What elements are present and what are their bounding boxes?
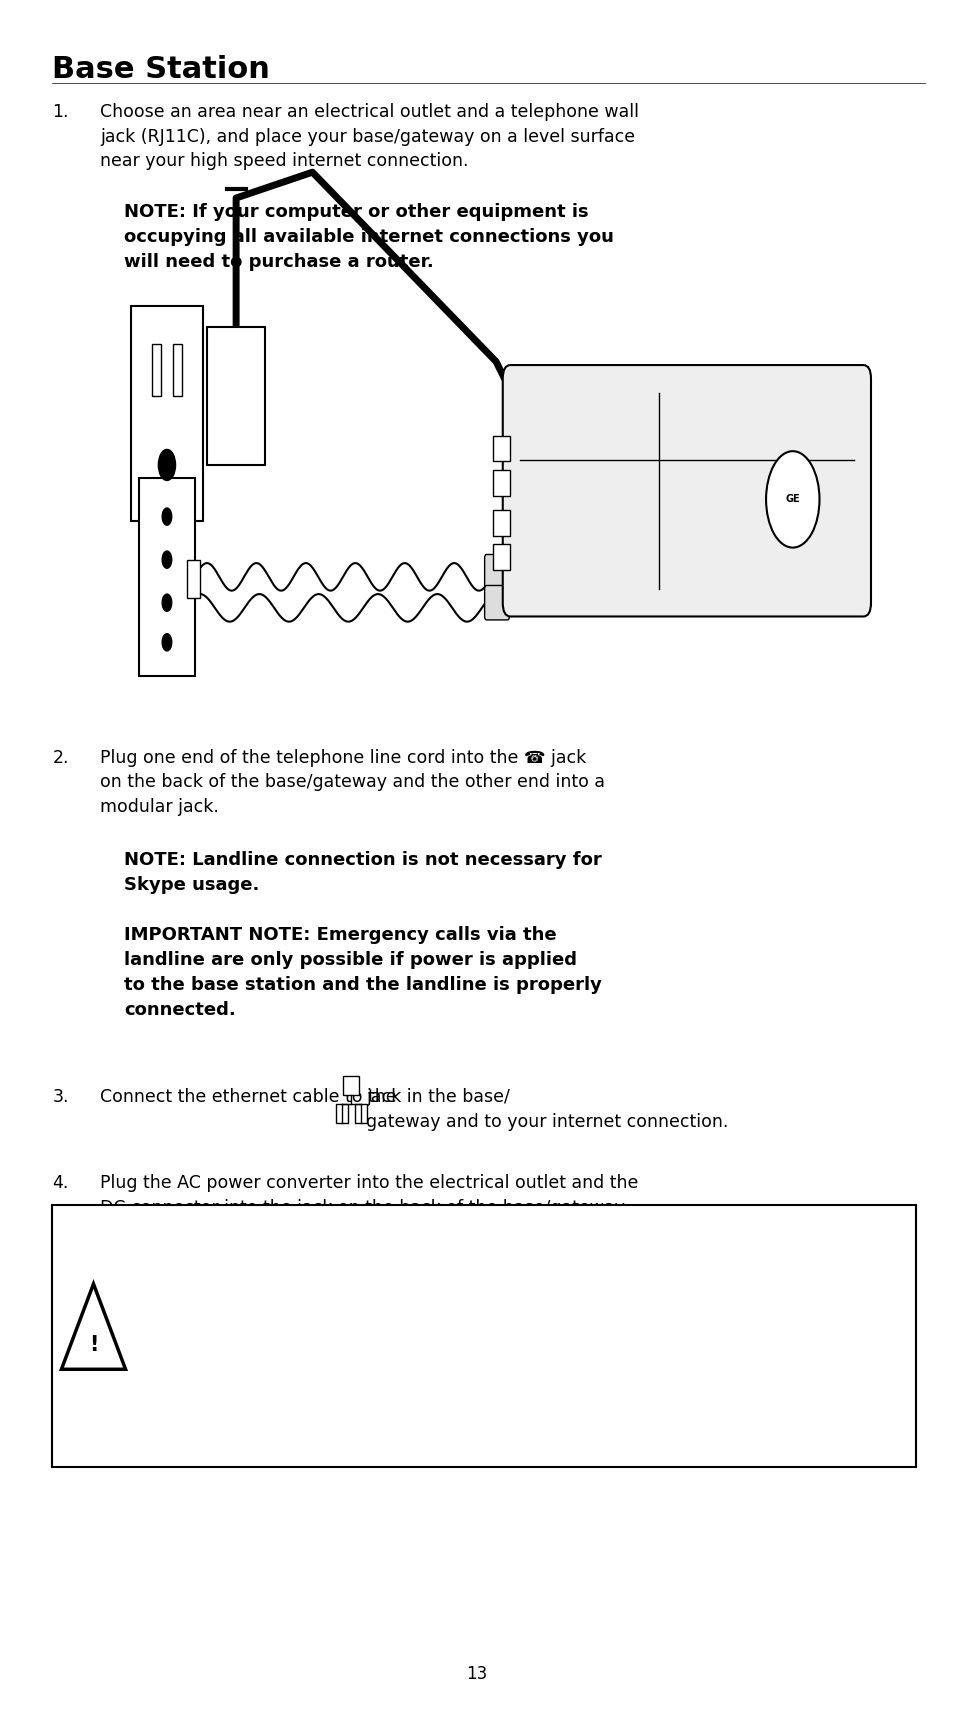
FancyBboxPatch shape [131, 307, 202, 520]
Text: CAUTION: Use only the SALOM Model SSW-
1328US power adaptor that came with this
: CAUTION: Use only the SALOM Model SSW- 1… [148, 1223, 618, 1362]
FancyBboxPatch shape [187, 560, 200, 598]
Text: GE: GE [784, 494, 800, 505]
Circle shape [162, 594, 172, 611]
Text: 1.: 1. [52, 103, 69, 121]
FancyBboxPatch shape [493, 436, 510, 461]
Circle shape [158, 449, 175, 480]
Text: NOTE: If your computer or other equipment is
occupying all available internet co: NOTE: If your computer or other equipmen… [124, 203, 613, 270]
Text: IMPORTANT NOTE: Emergency calls via the
landline are only possible if power is a: IMPORTANT NOTE: Emergency calls via the … [124, 926, 601, 1019]
Text: Connect the ethernet cable to the: Connect the ethernet cable to the [100, 1088, 396, 1106]
Text: 2.: 2. [52, 749, 69, 766]
Text: Choose an area near an electrical outlet and a telephone wall
jack (RJ11C), and : Choose an area near an electrical outlet… [100, 103, 639, 170]
FancyBboxPatch shape [139, 477, 194, 675]
FancyBboxPatch shape [152, 344, 161, 396]
FancyBboxPatch shape [493, 470, 510, 496]
FancyBboxPatch shape [52, 1205, 915, 1467]
FancyBboxPatch shape [484, 554, 509, 589]
Text: Base Station: Base Station [52, 55, 270, 84]
Text: !: ! [89, 1335, 98, 1355]
Text: Plug one end of the telephone line cord into the ☎ jack
on the back of the base/: Plug one end of the telephone line cord … [100, 749, 604, 816]
FancyBboxPatch shape [484, 585, 509, 620]
Circle shape [162, 551, 172, 568]
FancyBboxPatch shape [493, 544, 510, 570]
Text: Plug the AC power converter into the electrical outlet and the
DC connector into: Plug the AC power converter into the ele… [100, 1174, 638, 1217]
Circle shape [162, 508, 172, 525]
Circle shape [765, 451, 819, 548]
FancyBboxPatch shape [335, 1104, 348, 1123]
FancyBboxPatch shape [355, 1104, 367, 1123]
FancyBboxPatch shape [343, 1076, 358, 1095]
Text: 4.: 4. [52, 1174, 69, 1192]
Text: jack in the base/
gateway and to your internet connection.: jack in the base/ gateway and to your in… [366, 1088, 728, 1131]
Polygon shape [61, 1285, 126, 1369]
FancyBboxPatch shape [502, 365, 870, 616]
FancyBboxPatch shape [208, 327, 264, 465]
Text: NOTE: Landline connection is not necessary for
Skype usage.: NOTE: Landline connection is not necessa… [124, 851, 601, 894]
FancyBboxPatch shape [493, 510, 510, 536]
Circle shape [162, 634, 172, 651]
Text: 13: 13 [466, 1665, 487, 1682]
FancyBboxPatch shape [172, 344, 182, 396]
Text: 3.: 3. [52, 1088, 69, 1106]
